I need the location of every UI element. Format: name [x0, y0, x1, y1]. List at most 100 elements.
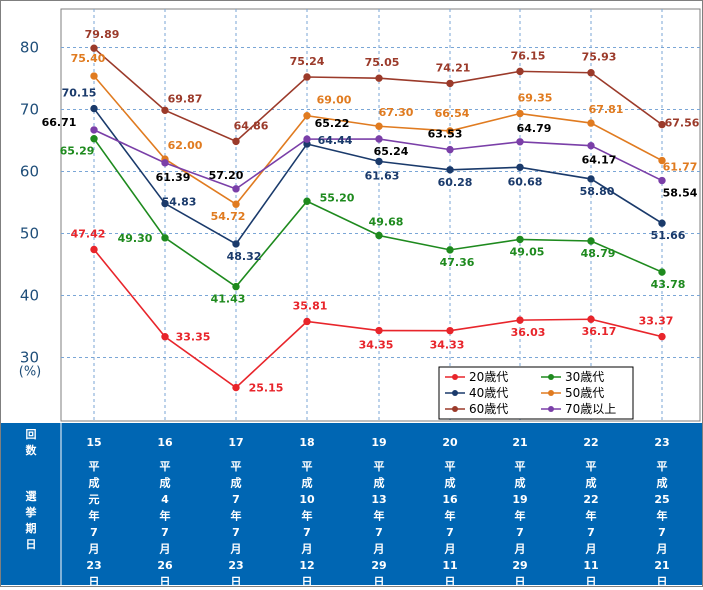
data-label: 64.86 [234, 119, 269, 132]
legend-swatch-marker [452, 406, 458, 412]
data-label: 63.53 [428, 128, 463, 141]
legend-swatch-marker [452, 390, 458, 396]
data-label: 47.36 [440, 256, 475, 269]
data-point [587, 315, 595, 323]
y-tick-label: 70 [20, 101, 39, 119]
date-char: 月 [88, 543, 100, 556]
data-label: 69.35 [518, 92, 553, 105]
data-label: 65.22 [315, 117, 350, 130]
data-point [232, 185, 240, 193]
date-char: 11 [442, 559, 457, 572]
date-char: 26 [157, 559, 173, 572]
data-label: 33.35 [176, 331, 211, 344]
date-char: 平 [160, 460, 171, 473]
data-point [303, 112, 311, 120]
data-point [232, 383, 240, 392]
data-label: 69.00 [317, 94, 352, 107]
legend-label: 60歳代 [469, 402, 508, 416]
data-label: 69.87 [168, 92, 203, 105]
data-point [658, 268, 666, 276]
data-point [375, 326, 383, 335]
data-label: 61.39 [156, 171, 191, 184]
data-label: 35.81 [293, 299, 328, 312]
date-char: 16 [442, 493, 458, 506]
data-point [161, 199, 169, 208]
date-char: 7 [658, 526, 666, 539]
date-char: 年 [657, 509, 668, 523]
data-label: 49.30 [118, 232, 153, 245]
data-point [587, 69, 595, 77]
date-char: 13 [371, 493, 386, 506]
date-char: 平 [657, 460, 668, 473]
date-char: 月 [373, 543, 385, 556]
date-char: 29 [512, 559, 527, 572]
row-header-round-char: 回 [26, 427, 37, 441]
date-char: 10 [299, 493, 315, 506]
data-point [658, 176, 666, 185]
data-point [232, 137, 240, 146]
data-label: 75.93 [582, 51, 617, 64]
category-label: 21 [512, 436, 527, 449]
date-char: 7 [232, 493, 240, 506]
data-label: 75.24 [290, 55, 325, 68]
data-point [446, 79, 454, 88]
data-point [587, 119, 595, 127]
legend-label: 40歳代 [469, 386, 508, 400]
data-point [516, 316, 524, 324]
date-char: 平 [302, 460, 313, 473]
legend-swatch-marker [548, 374, 554, 380]
date-char: 成 [374, 476, 385, 490]
date-char: 成 [586, 476, 597, 490]
date-char: 日 [657, 576, 668, 587]
date-char: 月 [159, 543, 171, 556]
date-char: 日 [231, 576, 242, 587]
data-point [90, 245, 98, 254]
legend-box [438, 366, 634, 420]
date-char: 年 [302, 509, 313, 523]
date-char: 7 [161, 526, 169, 539]
category-label: 19 [371, 436, 386, 449]
date-char: 成 [657, 476, 668, 490]
data-point [90, 72, 98, 80]
category-label: 15 [86, 436, 101, 449]
data-point [446, 127, 454, 135]
data-label: 66.54 [435, 107, 470, 120]
data-point [516, 109, 524, 118]
date-char: 日 [586, 576, 597, 587]
date-char: 年 [231, 509, 242, 523]
date-char: 平 [89, 460, 100, 473]
date-char: 日 [445, 576, 456, 587]
date-char: 年 [515, 509, 526, 523]
date-char: 年 [160, 509, 171, 523]
date-char: 日 [302, 576, 313, 587]
data-label: 34.33 [430, 339, 465, 352]
data-label: 74.21 [436, 61, 471, 74]
date-char: 21 [654, 559, 669, 572]
data-label: 75.40 [71, 52, 106, 65]
data-point [587, 175, 595, 183]
row-header-date-char: 日 [26, 538, 37, 551]
data-label: 60.28 [438, 176, 473, 189]
date-char: 月 [514, 543, 526, 556]
data-point [658, 332, 666, 341]
row-header-round-char: 数 [26, 443, 38, 457]
date-char: 23 [86, 559, 101, 572]
date-char: 成 [515, 476, 526, 490]
y-tick-label: 50 [20, 225, 39, 243]
date-char: 7 [516, 526, 524, 539]
data-point [446, 326, 454, 335]
data-label: 48.32 [227, 250, 262, 263]
date-char: 月 [230, 543, 242, 556]
data-point [303, 135, 311, 143]
date-char: 7 [375, 526, 383, 539]
date-char: 成 [302, 476, 313, 490]
data-label: 64.17 [582, 154, 617, 167]
row-header-date-char: 挙 [25, 505, 38, 519]
data-label: 36.03 [511, 326, 546, 339]
data-label: 65.24 [374, 145, 409, 158]
data-point [658, 120, 666, 129]
date-char: 成 [89, 476, 100, 490]
data-point [587, 141, 595, 150]
date-char: 4 [161, 493, 169, 506]
legend-swatch-marker [548, 390, 554, 396]
